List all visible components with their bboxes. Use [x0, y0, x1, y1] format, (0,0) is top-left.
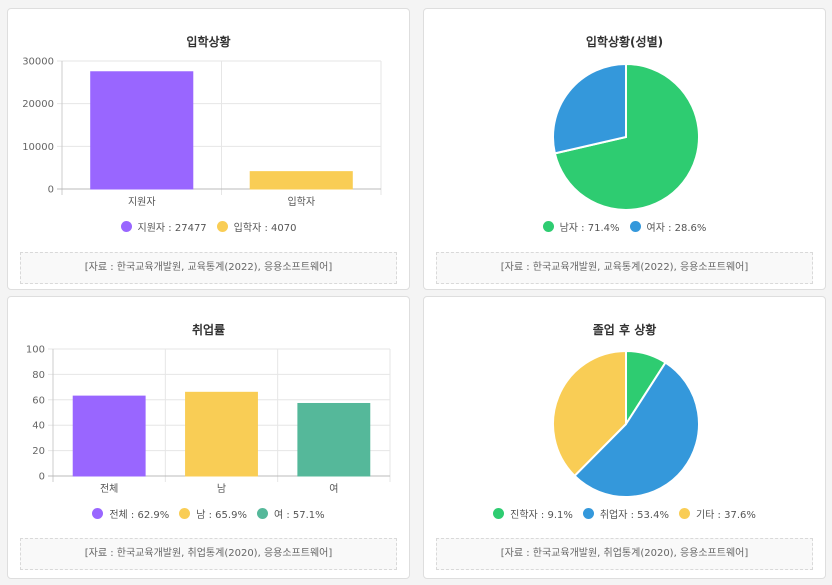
bar-남	[185, 391, 258, 477]
y-tick-label: 100	[26, 345, 45, 356]
legend-item[interactable]: 남 : 65.9%	[179, 506, 247, 521]
legend-swatch	[179, 508, 191, 519]
pie-slice-취업자	[573, 361, 700, 498]
legend-item[interactable]: 입학자 : 4070	[216, 219, 297, 234]
legend-item[interactable]: 진학자 : 9.1%	[493, 506, 573, 521]
y-tick-label: 60	[32, 395, 45, 406]
legend-label: 남자 : 71.4%	[559, 223, 620, 234]
x-tick-label: 남	[217, 483, 226, 495]
legend-item[interactable]: 지원자 : 27477	[120, 219, 207, 234]
legend-item[interactable]: 취업자 : 53.4%	[582, 506, 669, 521]
y-tick-label: 30000	[22, 57, 54, 68]
chart-title: 졸업 후 상황	[592, 323, 657, 337]
legend-label: 취업자 : 53.4%	[599, 510, 669, 521]
source-note: [자료 : 한국교육개발원, 교육통계(2022), 응용소프트웨어]	[20, 252, 397, 284]
source-note: [자료 : 한국교육개발원, 교육통계(2022), 응용소프트웨어]	[436, 252, 813, 284]
legend-label: 여자 : 28.6%	[646, 223, 707, 234]
legend-label: 여 : 57.1%	[273, 510, 325, 521]
legend-swatch	[542, 221, 554, 232]
chart-title: 취업률	[191, 323, 226, 337]
x-tick-label: 지원자	[128, 196, 156, 208]
legend-item[interactable]: 여 : 57.1%	[256, 506, 325, 521]
x-tick-label: 전체	[100, 483, 118, 495]
y-tick-label: 20	[32, 446, 45, 457]
legend-label: 지원자 : 27477	[137, 223, 207, 234]
bar-입학자	[249, 171, 353, 190]
y-tick-label: 10000	[22, 142, 54, 153]
legend-item[interactable]: 여자 : 28.6%	[629, 219, 707, 234]
y-tick-label: 0	[48, 185, 54, 196]
chart-legend: 남자 : 71.4% 여자 : 28.6%	[424, 219, 825, 234]
chart-card-after-graduation: 졸업 후 상황 진학자 : 9.1% 취업자 : 53.4% 기타 : 37.6% …	[423, 296, 826, 579]
chart-card-admission-gender: 입학상황(성별) 남자 : 71.4% 여자 : 28.6% [자료 : 한국교육…	[423, 8, 826, 290]
source-note: [자료 : 한국교육개발원, 취업통계(2020), 응용소프트웨어]	[436, 538, 813, 570]
pie-chart-admission-gender	[552, 62, 700, 211]
legend-swatch	[256, 508, 268, 519]
pie-slice-기타	[552, 349, 627, 478]
chart-legend: 지원자 : 27477 입학자 : 4070	[8, 219, 409, 234]
legend-label: 기타 : 37.6%	[695, 510, 756, 521]
legend-item[interactable]: 전체 : 62.9%	[92, 506, 169, 521]
legend-item[interactable]: 기타 : 37.6%	[678, 506, 756, 521]
legend-swatch	[678, 508, 690, 519]
legend-label: 입학자 : 4070	[233, 223, 297, 234]
chart-card-employment-rate: 취업률 0 20 40 60 80 100 전체 남 여 전체 : 62.9% 남 : 65.9%…	[7, 296, 410, 579]
y-tick-label: 80	[32, 370, 45, 381]
legend-swatch	[582, 508, 594, 519]
chart-legend: 전체 : 62.9% 남 : 65.9% 여 : 57.1%	[8, 506, 409, 521]
legend-label: 전체 : 62.9%	[109, 510, 170, 521]
legend-label: 남 : 65.9%	[196, 510, 247, 521]
bar-chart-employment-rate: 0 20 40 60 80 100 전체 남 여	[26, 345, 391, 495]
bar-여	[297, 402, 371, 477]
bar-전체	[72, 395, 146, 477]
y-tick-label: 20000	[22, 99, 54, 110]
legend-item[interactable]: 남자 : 71.4%	[542, 219, 620, 234]
chart-card-admission: 입학상황 0 10000 20000 30000 지원자 입학자 지원자 : 27477 입…	[7, 8, 410, 290]
chart-title: 입학상황	[186, 35, 231, 49]
legend-swatch	[216, 221, 228, 232]
bar-chart-admission: 0 10000 20000 30000 지원자 입학자	[22, 57, 382, 208]
y-tick-label: 40	[32, 421, 45, 432]
legend-swatch	[120, 221, 132, 232]
pie-chart-after-graduation	[552, 349, 700, 498]
x-tick-label: 입학자	[287, 195, 315, 208]
legend-swatch	[629, 221, 641, 232]
bar-지원자	[90, 71, 194, 190]
pie-slice-여자	[552, 62, 627, 155]
legend-label: 진학자 : 9.1%	[510, 510, 573, 521]
chart-title: 입학상황(성별)	[585, 35, 664, 49]
source-note: [자료 : 한국교육개발원, 취업통계(2020), 응용소프트웨어]	[20, 538, 397, 570]
chart-legend: 진학자 : 9.1% 취업자 : 53.4% 기타 : 37.6%	[424, 506, 825, 521]
x-tick-label: 여	[329, 483, 338, 495]
y-tick-label: 0	[39, 472, 45, 483]
legend-swatch	[493, 508, 505, 519]
legend-swatch	[92, 508, 104, 519]
